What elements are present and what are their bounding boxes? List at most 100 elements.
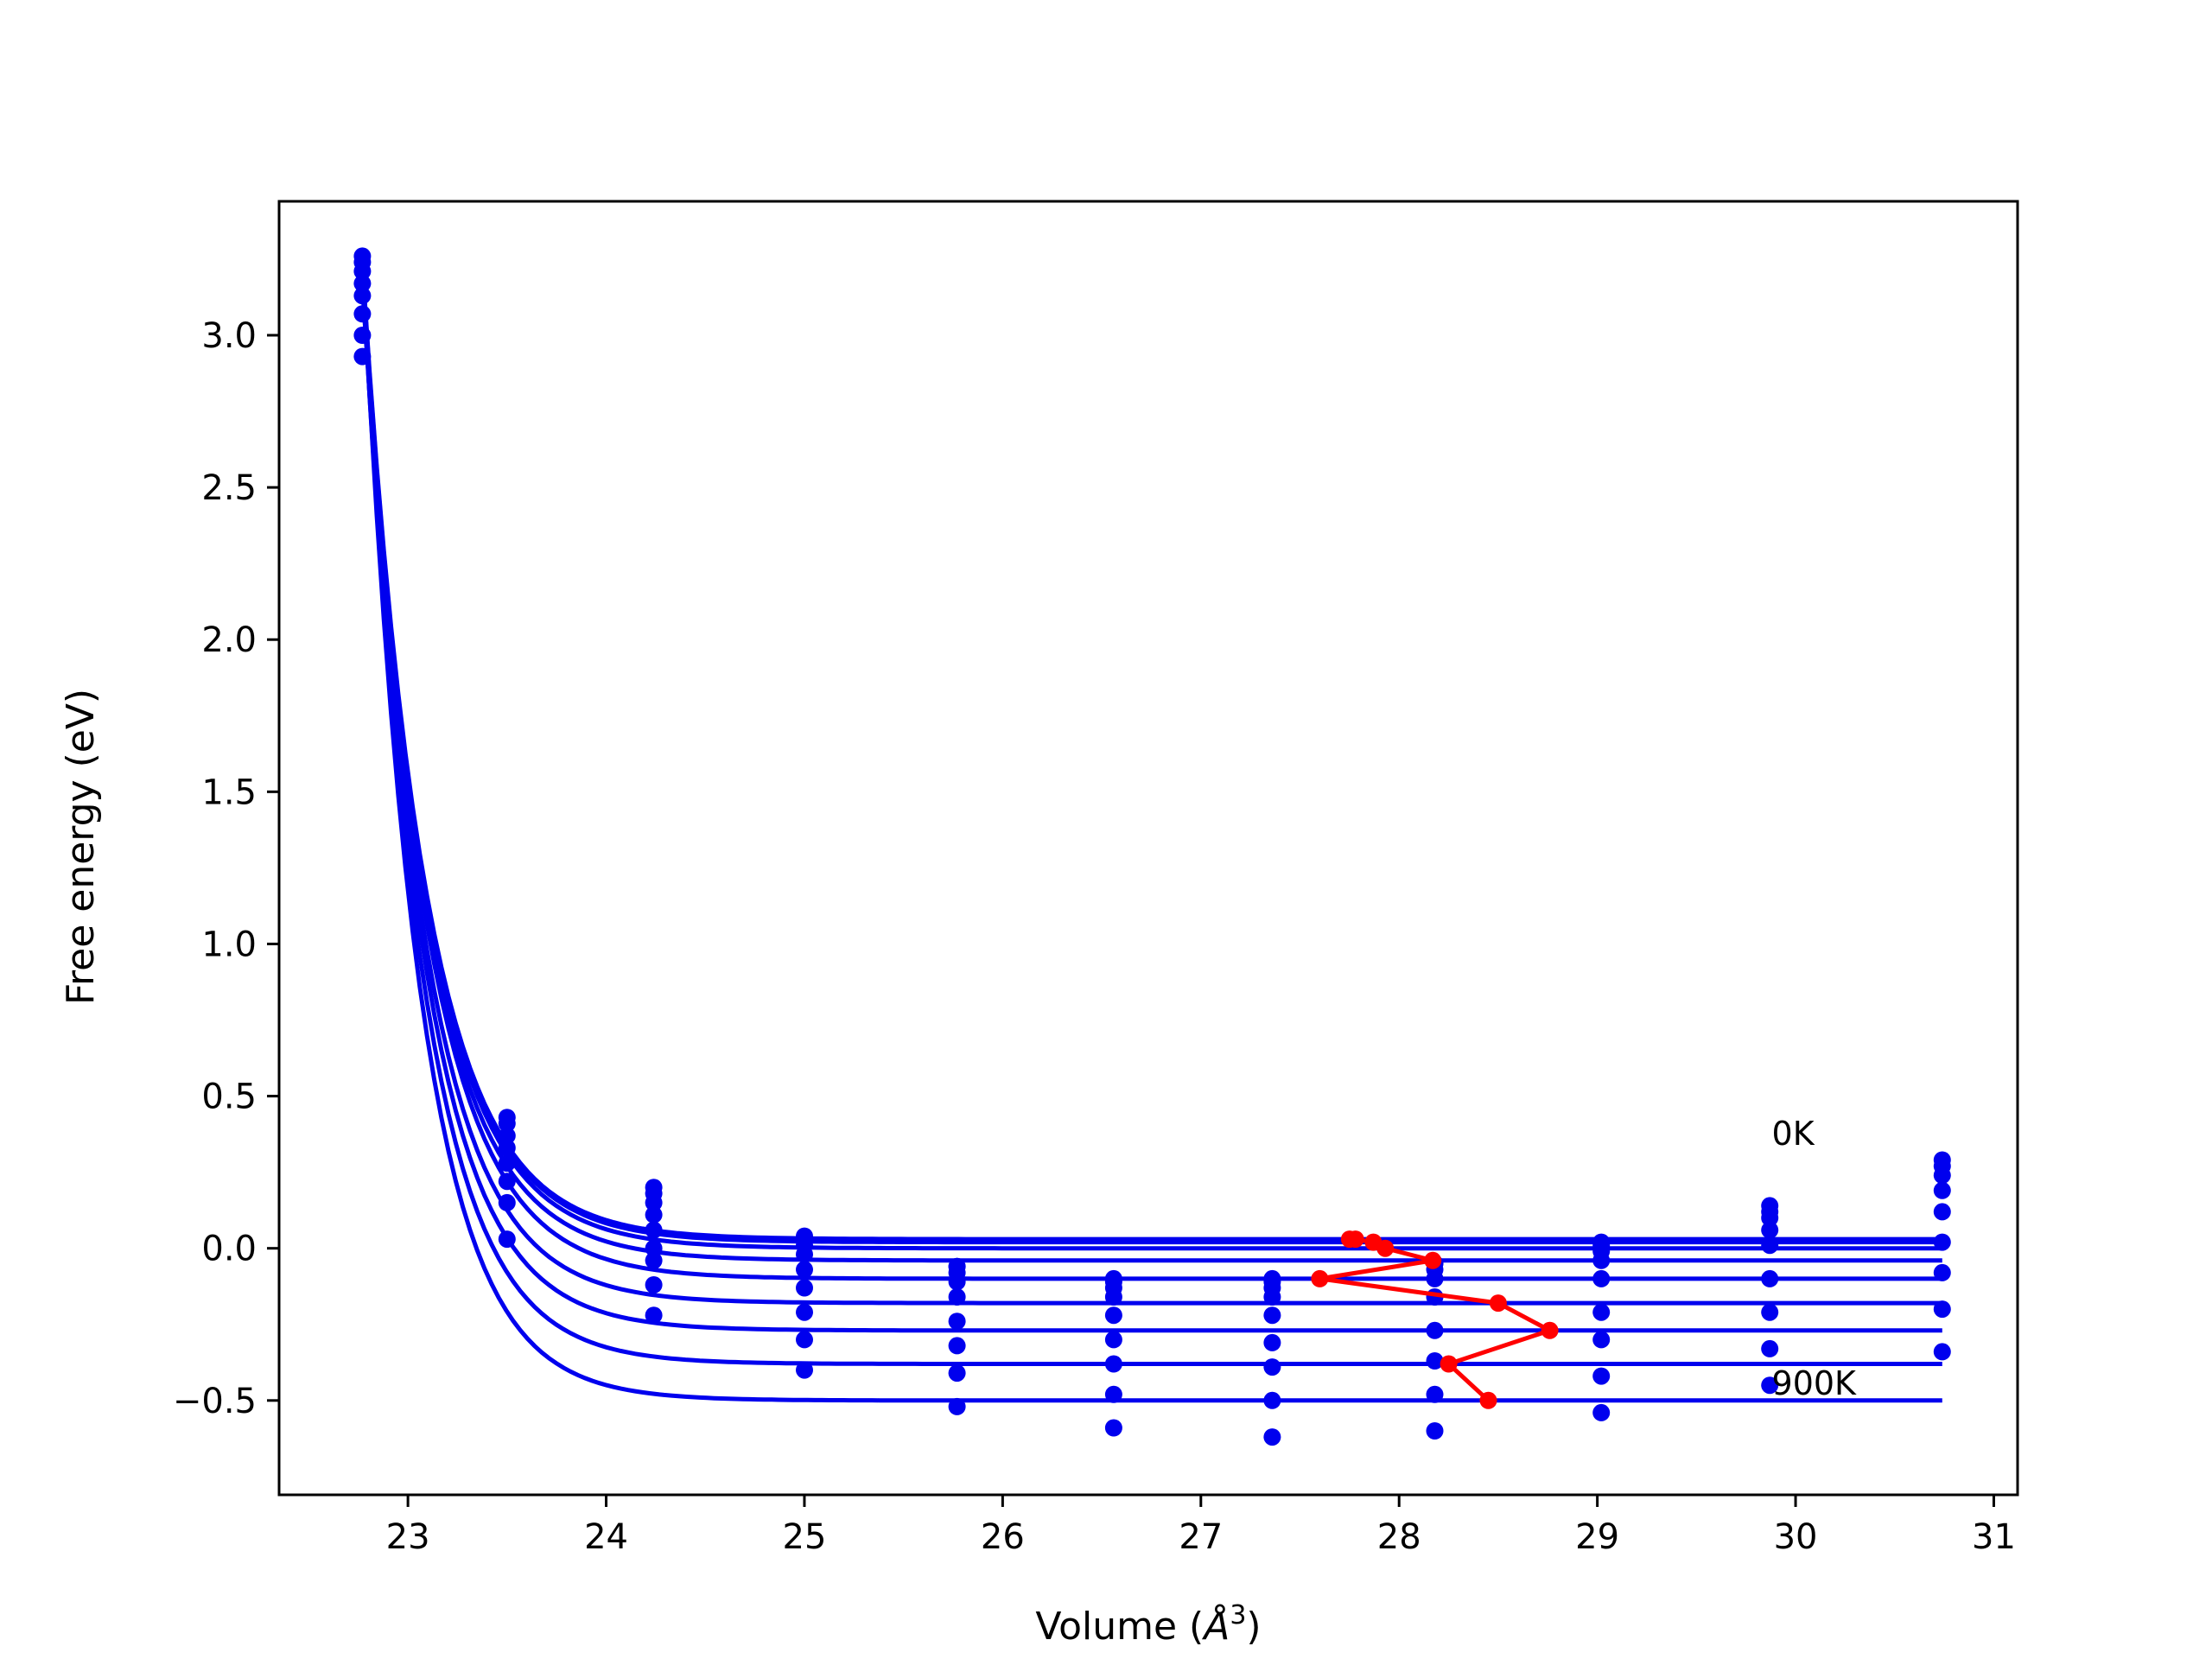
data-point: [498, 1127, 516, 1145]
data-point: [948, 1397, 966, 1415]
data-point: [1263, 1288, 1281, 1306]
data-point: [796, 1279, 813, 1297]
data-point: [1933, 1263, 1951, 1281]
x-axis-label-superscript: 3: [1230, 1600, 1246, 1630]
y-axis: −0.5 0.0 0.5 1.0 1.5 2.0 2.5 3.0: [173, 316, 279, 1421]
data-point: [796, 1303, 813, 1321]
x-tick-label: 24: [584, 1517, 628, 1557]
fit-curve-0: [359, 264, 1942, 1242]
x-tick-label: 26: [981, 1517, 1025, 1557]
fit-curve-8: [359, 258, 1942, 1403]
x-tick-label: 25: [783, 1517, 827, 1557]
y-tick-label: 2.0: [201, 620, 257, 660]
data-point: [948, 1364, 966, 1382]
data-point: [1263, 1391, 1281, 1409]
data-point: [1104, 1331, 1122, 1349]
y-tick-label: 0.5: [201, 1077, 257, 1117]
temperature-label: 900K: [1772, 1364, 1858, 1402]
x-tick-label: 29: [1575, 1517, 1619, 1557]
data-point: [498, 1139, 516, 1157]
data-point: [1761, 1376, 1779, 1395]
axes-frame: [277, 200, 2019, 1497]
y-tick-label: 2.5: [201, 468, 257, 508]
x-tick-label: 28: [1377, 1517, 1421, 1557]
data-point: [1426, 1422, 1444, 1440]
data-point: [353, 263, 372, 280]
data-point: [1426, 1385, 1444, 1403]
minima-point: [1376, 1239, 1395, 1257]
data-point: [1933, 1300, 1951, 1319]
minima-line: [1319, 1236, 1555, 1402]
data-point: [353, 347, 372, 365]
data-point: [1104, 1355, 1122, 1373]
data-point: [948, 1337, 966, 1355]
y-axis-label: Free energy (eV): [59, 689, 103, 1005]
data-point: [1104, 1306, 1122, 1325]
data-point: [1263, 1306, 1281, 1325]
data-point: [498, 1173, 516, 1191]
data-point: [1426, 1321, 1444, 1339]
x-axis-label: Volume (Å3): [1035, 1600, 1261, 1649]
fit-curve-7: [359, 268, 1942, 1366]
data-point: [645, 1221, 663, 1239]
data-point: [1761, 1339, 1779, 1357]
data-point: [1263, 1428, 1281, 1446]
data-point: [1104, 1385, 1122, 1403]
fit-curve-1: [359, 268, 1942, 1245]
data-point: [645, 1193, 663, 1211]
data-point: [796, 1331, 813, 1349]
data-point: [1592, 1303, 1611, 1321]
fit-curve-5: [359, 268, 1942, 1306]
data-point: [1761, 1209, 1779, 1227]
data-point: [796, 1245, 813, 1263]
x-tick-label: 30: [1774, 1517, 1818, 1557]
data-point: [796, 1361, 813, 1379]
fit-curve-4: [359, 274, 1942, 1281]
x-tick-label: 23: [386, 1517, 430, 1557]
data-point: [1592, 1251, 1611, 1269]
x-tick-label: 31: [1972, 1517, 2016, 1557]
data-point: [1761, 1236, 1779, 1255]
data-point: [1933, 1233, 1951, 1251]
x-axis-label-symbol: Å: [1201, 1603, 1230, 1649]
data-point: [1592, 1403, 1611, 1421]
y-tick-label: 1.0: [201, 925, 257, 964]
data-point: [645, 1251, 663, 1269]
data-point: [1426, 1269, 1444, 1287]
y-tick-label: 0.0: [201, 1230, 257, 1269]
data-point: [1933, 1343, 1951, 1361]
data-point: [645, 1276, 663, 1294]
annotations: 0K 900K: [1772, 1115, 1858, 1402]
y-tick-label: −0.5: [173, 1382, 257, 1421]
data-point: [1263, 1358, 1281, 1376]
data-point: [498, 1154, 516, 1173]
data-point: [645, 1239, 663, 1257]
data-point: [948, 1273, 966, 1291]
x-axis: 23 24 25 26 27 28 29 30 31: [386, 1495, 2016, 1557]
data-point: [1761, 1303, 1779, 1321]
data-point: [1761, 1221, 1779, 1239]
data-point: [1263, 1333, 1281, 1351]
data-point: [1933, 1203, 1951, 1221]
minima-point: [1541, 1321, 1559, 1339]
data-point: [1933, 1166, 1951, 1185]
data-point: [498, 1230, 516, 1249]
data-point: [1592, 1269, 1611, 1287]
data-point: [645, 1205, 663, 1224]
minima-point: [1479, 1391, 1497, 1409]
minima-point: [1424, 1251, 1442, 1269]
x-tick-label: 27: [1179, 1517, 1223, 1557]
data-point: [353, 305, 372, 323]
data-point: [1592, 1367, 1611, 1385]
data-point: [353, 287, 372, 305]
plot-content: [353, 247, 1951, 1446]
data-point: [1761, 1269, 1779, 1287]
data-point: [1933, 1181, 1951, 1199]
y-tick-label: 1.5: [201, 772, 257, 812]
data-point: [1426, 1352, 1444, 1370]
temperature-label: 0K: [1772, 1115, 1815, 1153]
data-point: [498, 1115, 516, 1133]
data-point: [645, 1306, 663, 1325]
